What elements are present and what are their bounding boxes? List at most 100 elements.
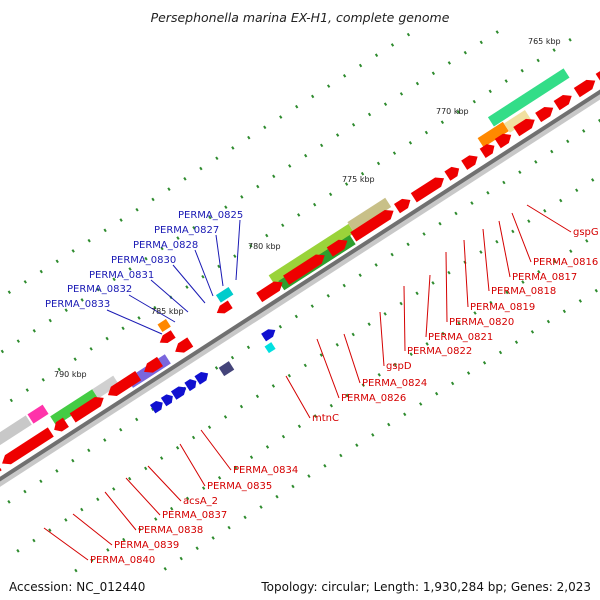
tick-dot [96, 287, 100, 292]
tick-dot [175, 445, 180, 450]
tick-dot [326, 294, 330, 298]
tick-dot [223, 415, 228, 419]
tick-dot [425, 342, 429, 346]
tick-dot [594, 288, 598, 293]
tick-dot [486, 190, 490, 195]
cyan-feature-box [264, 342, 276, 354]
tick-dot [170, 506, 174, 511]
tick-dot [186, 496, 190, 501]
tick-dot [240, 195, 244, 199]
tick-dot [231, 146, 235, 150]
cds-arrow [444, 166, 460, 181]
tick-dot [138, 527, 142, 532]
tick-dot [569, 249, 573, 253]
tick-dot [377, 373, 381, 377]
cds-arrow [2, 427, 54, 465]
tick-dot [566, 139, 570, 144]
gene-label-perma-0834[interactable]: PERMA_0834 [233, 465, 298, 476]
tick-dot [534, 160, 538, 164]
tick-dot [422, 232, 426, 236]
blue-feature-arrow [170, 386, 187, 400]
cds-arrow [479, 144, 495, 158]
tick-dot [585, 239, 589, 243]
cds-arrow [513, 118, 535, 137]
tick-dot [233, 254, 237, 258]
tick-dot [207, 425, 212, 429]
blue-feature-box [218, 361, 235, 377]
tick-dot [57, 367, 61, 372]
gene-label-perma-0819[interactable]: PERMA_0819 [470, 302, 535, 313]
gene-label-acsa-2[interactable]: acsA_2 [183, 496, 218, 507]
tick-dot [521, 280, 525, 284]
cds-arrow [461, 155, 478, 170]
tick-dot [214, 366, 219, 370]
tick-dot [249, 244, 253, 248]
leader-line-red [379, 311, 385, 367]
gene-label-perma-0824[interactable]: PERMA_0824 [362, 378, 427, 389]
tick-dot [450, 381, 455, 386]
gene-label-gspg[interactable]: gspG [573, 227, 599, 238]
tick-dot [151, 197, 155, 202]
tick-dot [537, 269, 541, 274]
cds-arrow [410, 177, 445, 203]
cds-arrow [573, 79, 596, 98]
tick-dot [295, 104, 299, 109]
gene-label-perma-0837[interactable]: PERMA_0837 [162, 510, 227, 521]
tick-dot [360, 171, 365, 176]
gene-label-perma-0840[interactable]: PERMA_0840 [90, 555, 155, 566]
gene-label-perma-0827[interactable]: PERMA_0827 [154, 225, 219, 236]
cds-arrow [175, 337, 194, 353]
gene-label-perma-0816[interactable]: PERMA_0816 [533, 257, 598, 268]
gene-label-perma-0832[interactable]: PERMA_0832 [67, 284, 132, 295]
leader-line-blue [128, 294, 176, 323]
tick-dot [374, 53, 379, 58]
tick-dot [351, 122, 356, 127]
leader-line-red [482, 228, 490, 292]
leader-line-red [125, 477, 161, 516]
tick-dot [470, 201, 474, 205]
tick-dot [121, 326, 125, 331]
gene-label-perma-0817[interactable]: PERMA_0817 [512, 272, 577, 283]
gene-label-perma-0833[interactable]: PERMA_0833 [45, 299, 110, 310]
tick-dot [275, 494, 279, 499]
tick-dot [319, 143, 324, 148]
accession-text: Accession: NC_012440 [9, 580, 146, 594]
tick-dot [215, 156, 219, 161]
track-orange [477, 121, 509, 148]
leader-line-red [425, 274, 431, 338]
gene-label-gspd[interactable]: gspD [386, 361, 412, 372]
gene-label-perma-0839[interactable]: PERMA_0839 [114, 540, 179, 551]
tick-dot [568, 38, 572, 42]
tick-dot [153, 305, 157, 310]
tick-dot [224, 205, 228, 209]
tick-dot [185, 285, 189, 289]
gene-label-perma-0822[interactable]: PERMA_0822 [407, 346, 472, 357]
tick-dot [392, 151, 397, 155]
blue-feature-arrow [261, 329, 276, 342]
tick-dot [351, 332, 355, 337]
tick-dot [582, 129, 586, 133]
tick-dot [112, 487, 116, 491]
tick-dot [408, 141, 413, 145]
genome-backbone [0, 89, 600, 482]
gene-label-perma-0830[interactable]: PERMA_0830 [111, 255, 176, 266]
tick-dot [278, 324, 283, 329]
gene-label-mtnc[interactable]: mtnC [312, 413, 339, 424]
tick-dot [217, 476, 222, 480]
tick-dot [466, 371, 471, 375]
cds-arrow [69, 397, 104, 423]
tick-dot [562, 309, 567, 314]
gene-label-perma-0828[interactable]: PERMA_0828 [133, 240, 198, 251]
gene-label-perma-0821[interactable]: PERMA_0821 [428, 332, 493, 343]
gene-label-perma-0818[interactable]: PERMA_0818 [491, 286, 556, 297]
gene-label-perma-0838[interactable]: PERMA_0838 [138, 525, 203, 536]
gene-label-perma-0820[interactable]: PERMA_0820 [449, 317, 514, 328]
tick-dot [319, 353, 323, 357]
tick-dot [271, 384, 276, 388]
gene-label-perma-0826[interactable]: PERMA_0826 [341, 393, 406, 404]
gene-label-perma-0825[interactable]: PERMA_0825 [178, 210, 243, 221]
tick-dot [303, 363, 307, 368]
gene-label-perma-0831[interactable]: PERMA_0831 [89, 270, 154, 281]
tick-dot [530, 330, 535, 334]
gene-label-perma-0835[interactable]: PERMA_0835 [207, 481, 272, 492]
